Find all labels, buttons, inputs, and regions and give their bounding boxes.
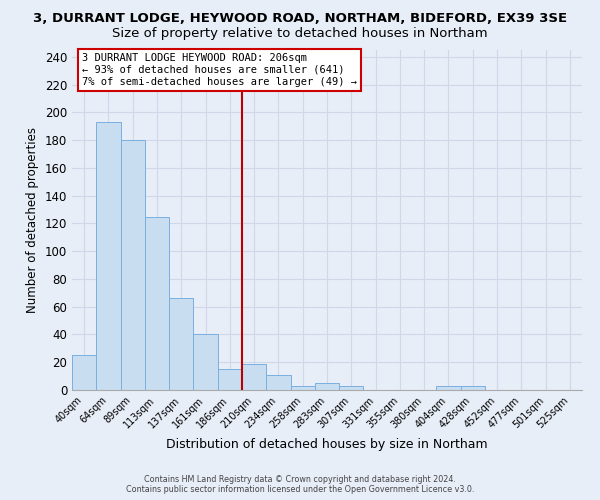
Bar	[266, 374, 290, 390]
Bar	[436, 386, 461, 390]
Bar	[461, 386, 485, 390]
Bar	[72, 356, 96, 390]
Bar	[315, 383, 339, 390]
Text: Size of property relative to detached houses in Northam: Size of property relative to detached ho…	[112, 28, 488, 40]
Text: Contains HM Land Registry data © Crown copyright and database right 2024.
Contai: Contains HM Land Registry data © Crown c…	[126, 474, 474, 494]
Bar	[169, 298, 193, 390]
Bar	[290, 386, 315, 390]
Bar	[121, 140, 145, 390]
Bar	[96, 122, 121, 390]
Bar	[193, 334, 218, 390]
Bar	[339, 386, 364, 390]
X-axis label: Distribution of detached houses by size in Northam: Distribution of detached houses by size …	[166, 438, 488, 451]
Text: 3 DURRANT LODGE HEYWOOD ROAD: 206sqm
← 93% of detached houses are smaller (641)
: 3 DURRANT LODGE HEYWOOD ROAD: 206sqm ← 9…	[82, 54, 357, 86]
Bar	[218, 369, 242, 390]
Bar	[145, 216, 169, 390]
Text: 3, DURRANT LODGE, HEYWOOD ROAD, NORTHAM, BIDEFORD, EX39 3SE: 3, DURRANT LODGE, HEYWOOD ROAD, NORTHAM,…	[33, 12, 567, 26]
Y-axis label: Number of detached properties: Number of detached properties	[26, 127, 39, 313]
Bar	[242, 364, 266, 390]
